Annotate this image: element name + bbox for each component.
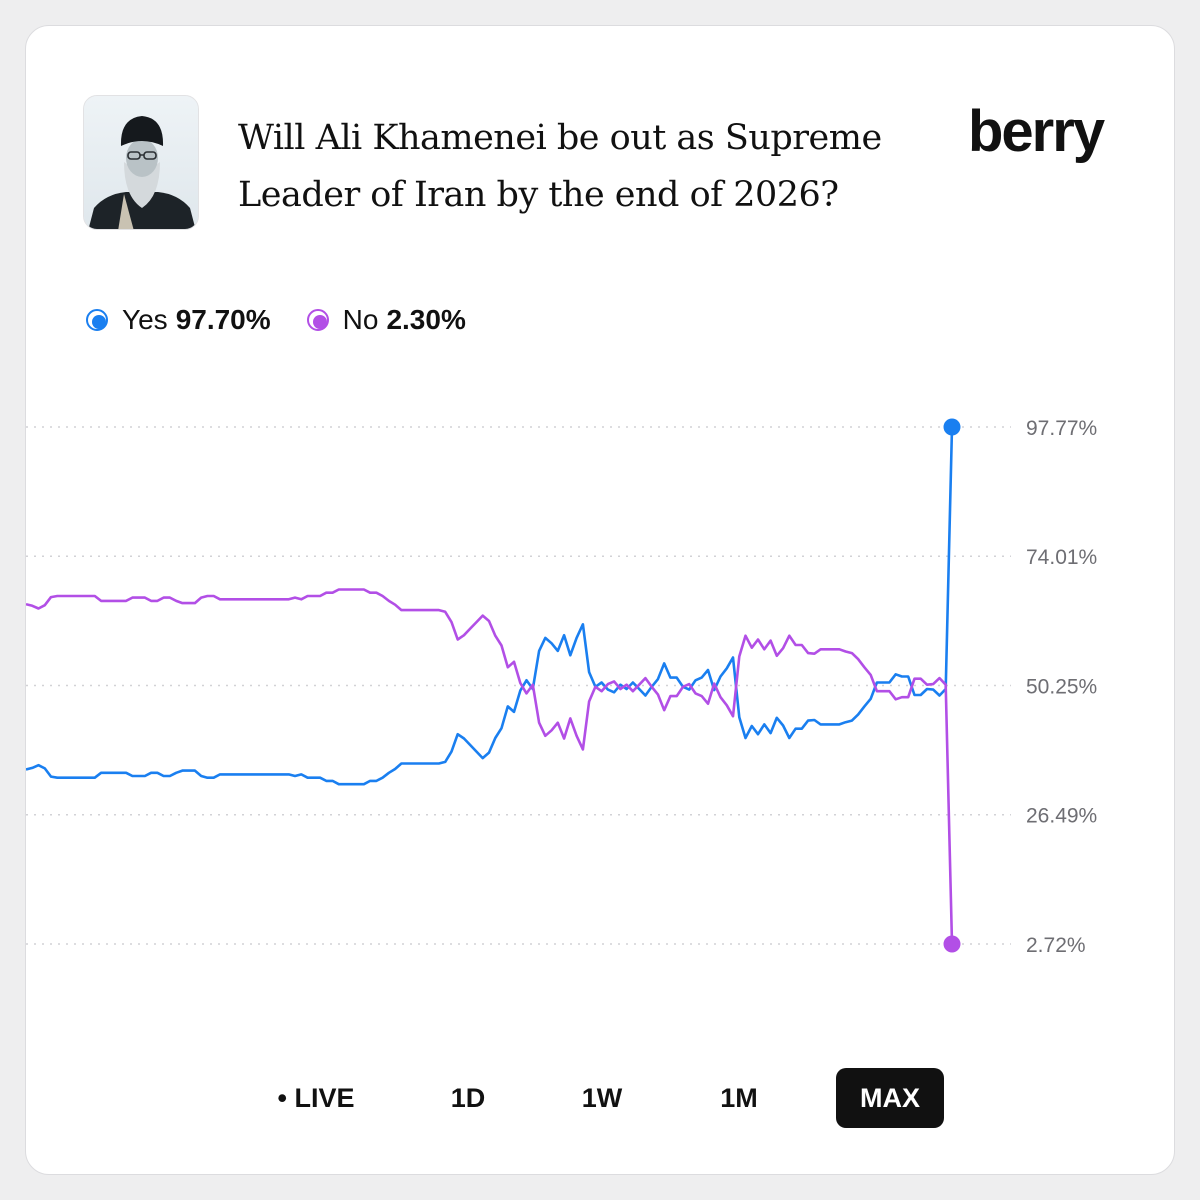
range-button-1w[interactable]: 1W bbox=[581, 1083, 623, 1113]
berry-logo: berry bbox=[968, 98, 1105, 165]
legend-label: No bbox=[342, 304, 379, 335]
y-tick-label: 50.25% bbox=[1026, 675, 1097, 698]
legend-dot-no-icon bbox=[306, 309, 329, 331]
price-chart: 97.77% 74.01% 50.25% 26.49% 2.72% bbox=[26, 417, 1097, 957]
range-button-live[interactable]: • LIVE bbox=[277, 1083, 355, 1113]
range-button-max[interactable]: MAX bbox=[836, 1068, 944, 1128]
y-axis-ticks: 97.77% 74.01% 50.25% 26.49% 2.72% bbox=[1026, 417, 1097, 957]
end-point-no bbox=[943, 935, 961, 953]
chart-series bbox=[26, 426, 954, 945]
range-button-1m[interactable]: 1M bbox=[720, 1083, 758, 1113]
portrait-image bbox=[84, 96, 198, 229]
legend-item-no: No 2.30% bbox=[306, 304, 466, 336]
logo-text: berry bbox=[968, 99, 1105, 164]
legend-value: 97.70% bbox=[175, 304, 271, 335]
series-line-yes bbox=[26, 426, 954, 786]
legend-value: 2.30% bbox=[386, 304, 466, 335]
chart-grid bbox=[26, 426, 1011, 945]
legend-item-yes: Yes 97.70% bbox=[86, 304, 271, 336]
time-range-selector: • LIVE 1D 1W 1M MAX bbox=[26, 1068, 1174, 1128]
y-tick-label: 74.01% bbox=[1026, 546, 1097, 569]
range-button-1d[interactable]: 1D bbox=[450, 1083, 486, 1113]
chart-end-points bbox=[943, 418, 961, 953]
y-tick-label: 26.49% bbox=[1026, 805, 1097, 828]
end-point-yes bbox=[943, 418, 961, 436]
series-line-no bbox=[26, 588, 954, 945]
market-card: Will Ali Khamenei be out as Supreme Lead… bbox=[25, 25, 1175, 1175]
chart-legend: Yes 97.70% No 2.30% bbox=[86, 304, 502, 336]
market-title: Will Ali Khamenei be out as Supreme Lead… bbox=[238, 118, 882, 215]
market-avatar bbox=[83, 95, 199, 230]
y-tick-label: 2.72% bbox=[1026, 934, 1086, 957]
legend-dot-yes-icon bbox=[86, 309, 108, 331]
y-tick-label: 97.77% bbox=[1026, 417, 1097, 440]
legend-label: Yes bbox=[122, 304, 168, 335]
